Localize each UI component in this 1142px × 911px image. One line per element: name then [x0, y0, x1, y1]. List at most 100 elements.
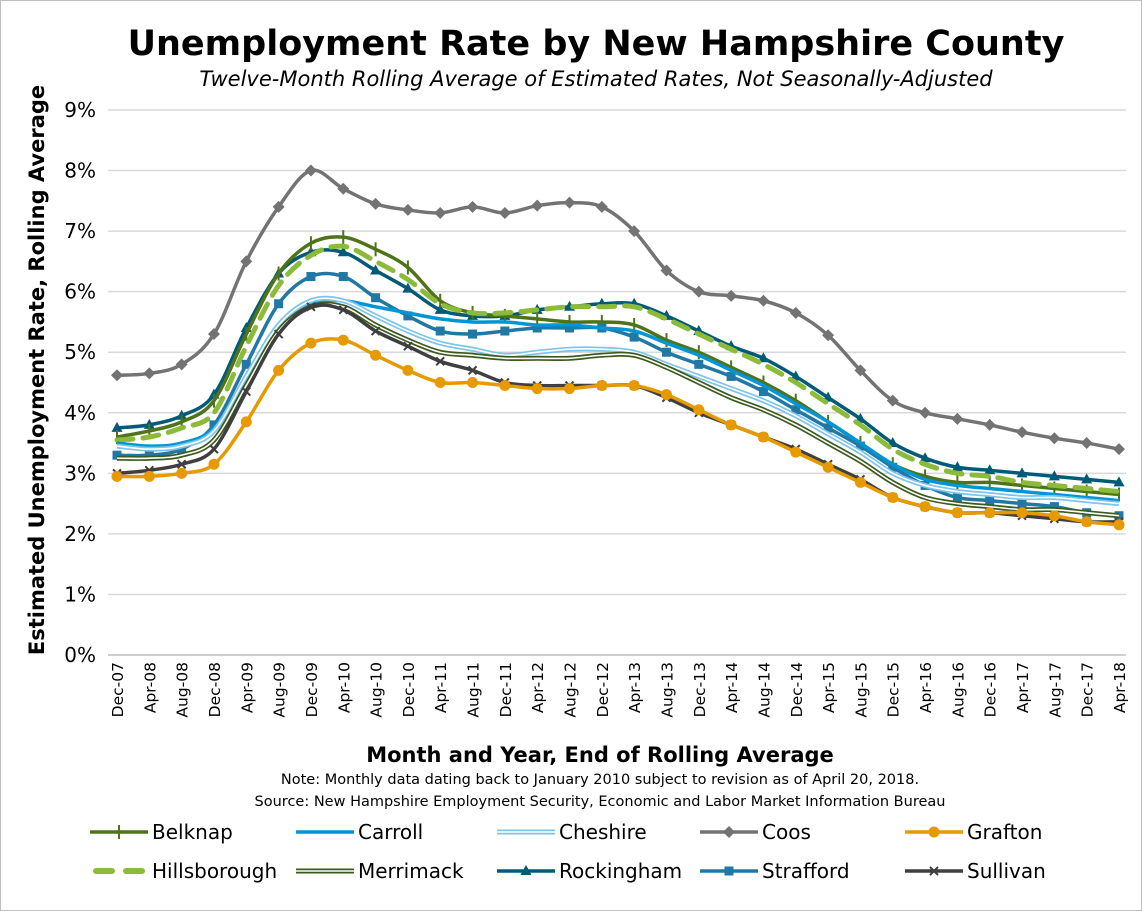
- data-point-strafford: [855, 441, 865, 451]
- data-point-rockingham: [1048, 470, 1060, 481]
- data-point-strafford: [209, 420, 219, 430]
- y-axis-label: Estimated Unemployment Rate, Rolling Ave…: [25, 85, 49, 655]
- data-point-rockingham: [176, 409, 188, 420]
- legend-item-strafford: Strafford: [700, 859, 850, 883]
- data-point-grafton: [822, 461, 834, 473]
- data-point-rockingham: [757, 352, 769, 363]
- data-point-sullivan: [241, 386, 251, 397]
- chart-title: Unemployment Rate by New Hampshire Count…: [128, 24, 1065, 64]
- x-tick-label: Apr-14: [723, 662, 741, 713]
- legend-label: Merrimack: [358, 859, 464, 883]
- data-point-strafford: [338, 272, 348, 282]
- data-point-grafton: [1016, 507, 1028, 519]
- x-tick-label: Dec-12: [594, 662, 612, 717]
- data-point-grafton: [660, 389, 672, 401]
- data-point-coos: [725, 289, 738, 302]
- chart-subtitle: Twelve-Month Rolling Average of Estimate…: [199, 67, 993, 91]
- data-point-strafford: [1049, 502, 1059, 512]
- x-tick-label: Aug-10: [368, 662, 386, 718]
- data-point-coos: [207, 328, 220, 341]
- x-tick-label: Dec-17: [1079, 662, 1097, 717]
- data-point-coos: [660, 264, 673, 277]
- x-tick-label: Apr-13: [626, 662, 644, 713]
- data-point-rockingham: [337, 246, 349, 257]
- x-tick-label: Dec-16: [982, 662, 1000, 717]
- data-point-rockingham: [1081, 473, 1093, 484]
- legend-item-carroll: Carroll: [296, 820, 423, 844]
- legend-label: Rockingham: [559, 859, 682, 883]
- data-point-grafton: [143, 470, 155, 482]
- x-tick-label: Apr-11: [432, 662, 450, 713]
- data-point-coos: [1080, 437, 1093, 450]
- x-tick-label: Aug-13: [658, 662, 676, 718]
- y-tick-label: 2%: [64, 522, 96, 546]
- data-point-grafton: [693, 404, 705, 416]
- data-point-coos: [595, 200, 608, 213]
- data-point-strafford: [726, 371, 736, 381]
- data-point-coos: [919, 406, 932, 419]
- data-point-coos: [563, 196, 576, 209]
- legend-label: Sullivan: [967, 859, 1046, 883]
- legend-marker: [928, 826, 940, 838]
- x-tick-label: Dec-09: [303, 662, 321, 717]
- data-point-grafton: [111, 470, 123, 482]
- data-point-rockingham: [434, 303, 446, 314]
- data-point-rockingham: [111, 421, 123, 432]
- data-point-grafton: [628, 380, 640, 392]
- data-point-rockingham: [143, 418, 155, 429]
- data-point-grafton: [887, 492, 899, 504]
- data-point-strafford: [435, 326, 445, 336]
- data-point-coos: [1113, 443, 1125, 456]
- series-carroll: [116, 298, 1120, 503]
- data-point-grafton: [531, 383, 543, 395]
- y-tick-label: 4%: [64, 401, 96, 425]
- series-line-rockingham: [116, 248, 1120, 485]
- x-tick-label: Apr-09: [238, 662, 256, 713]
- data-point-rockingham: [984, 464, 996, 475]
- data-point-strafford: [532, 323, 542, 333]
- data-point-sullivan: [306, 302, 316, 312]
- x-tick-label: Apr-17: [1014, 662, 1032, 713]
- data-point-grafton: [919, 501, 931, 513]
- legend-marker: [929, 866, 939, 876]
- data-point-coos: [111, 369, 123, 382]
- x-tick-label: Aug-16: [949, 662, 967, 718]
- x-tick-label: Dec-15: [885, 662, 903, 717]
- data-point-strafford: [500, 326, 510, 336]
- x-tick-label: Aug-08: [174, 662, 192, 718]
- data-point-sullivan: [467, 365, 478, 376]
- data-point-strafford: [241, 359, 251, 369]
- data-point-strafford: [144, 450, 154, 460]
- x-tick-label: Aug-15: [852, 662, 870, 718]
- data-point-grafton: [273, 364, 285, 376]
- x-tick-label: Apr-10: [335, 662, 353, 713]
- data-point-strafford: [565, 323, 575, 333]
- data-point-coos: [466, 200, 479, 213]
- data-point-grafton: [208, 458, 220, 470]
- data-point-grafton: [337, 334, 349, 346]
- data-point-strafford: [112, 450, 122, 460]
- data-point-coos: [531, 199, 544, 212]
- legend-item-coos: Coos: [700, 820, 811, 844]
- data-point-sullivan: [209, 444, 219, 454]
- x-tick-label: Aug-11: [465, 662, 483, 718]
- data-point-coos: [240, 255, 253, 268]
- data-point-grafton: [305, 337, 317, 349]
- data-point-rockingham: [402, 282, 414, 293]
- data-point-grafton: [790, 446, 802, 458]
- data-point-sullivan: [435, 356, 445, 367]
- legend-item-belknap: Belknap: [90, 820, 233, 844]
- x-tick-label: Dec-14: [788, 662, 806, 717]
- series-line-strafford: [116, 271, 1120, 518]
- data-point-strafford: [791, 405, 801, 415]
- data-point-grafton: [1048, 510, 1060, 522]
- data-point-grafton: [725, 419, 737, 431]
- y-tick-label: 9%: [64, 98, 96, 122]
- series-line-belknap: [116, 235, 1120, 497]
- data-point-coos: [175, 358, 188, 371]
- x-tick-label: Aug-12: [562, 662, 580, 718]
- data-point-grafton: [1081, 516, 1093, 528]
- data-point-strafford: [177, 444, 187, 454]
- x-tick-label: Dec-08: [206, 662, 224, 717]
